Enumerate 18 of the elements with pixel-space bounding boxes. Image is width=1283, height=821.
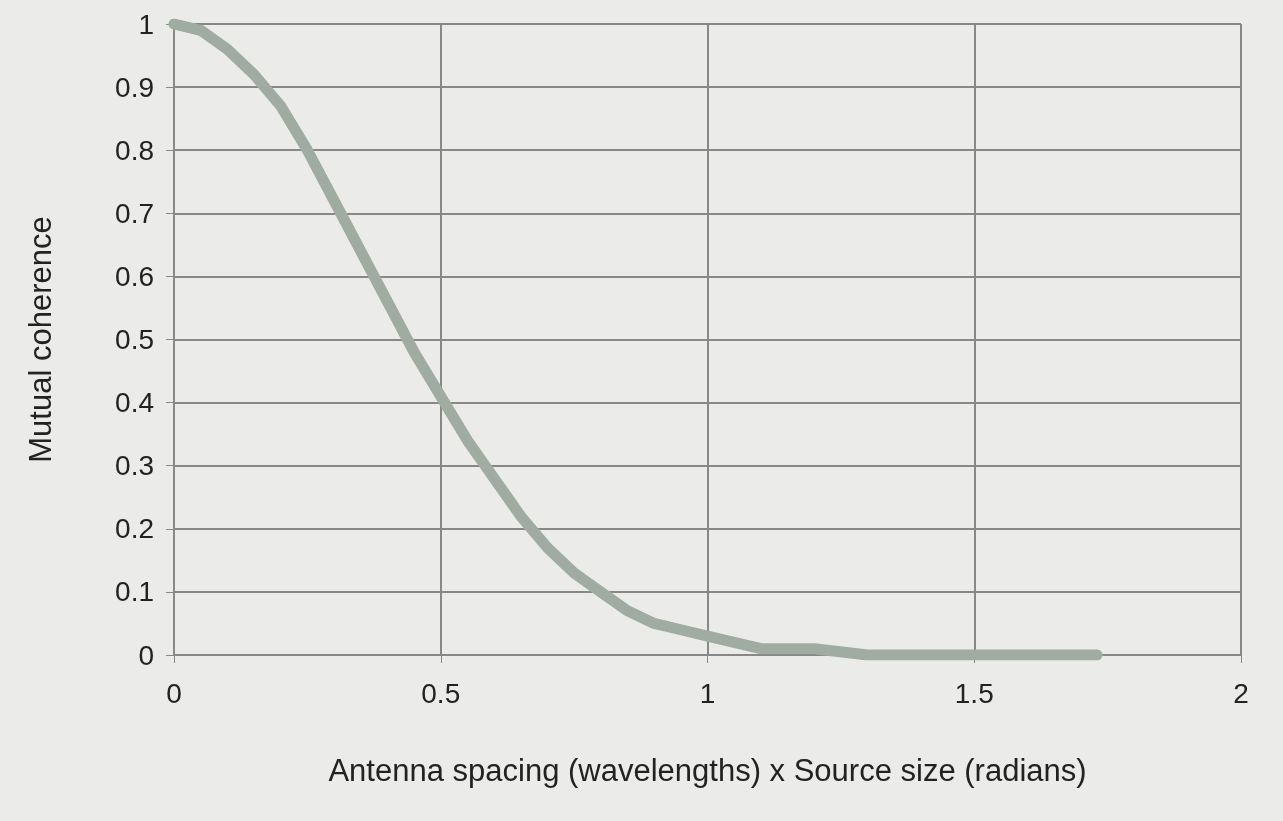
y-axis-title: Mutual coherence <box>23 216 58 463</box>
y-tick-label: 0.5 <box>115 324 154 355</box>
y-tick-label: 0.7 <box>115 197 154 229</box>
x-tick-label: 1.5 <box>954 677 994 709</box>
y-tick-label: 0.1 <box>115 576 154 608</box>
y-tick-label: 0.2 <box>115 513 154 545</box>
x-axis-title: Antenna spacing (wavelengths) x Source size (radians) <box>328 753 1087 788</box>
x-tick-label: 0.5 <box>421 677 461 709</box>
y-tick-label: 0.6 <box>115 260 154 292</box>
y-tick-label: 0.9 <box>115 71 154 103</box>
y-tick-label: 0.3 <box>115 450 154 482</box>
x-tick-label: 2 <box>1233 677 1249 709</box>
y-tick-label: 0 <box>138 639 154 671</box>
y-tick-label: 0.4 <box>115 387 154 419</box>
x-tick-label: 1 <box>699 677 716 709</box>
y-tick-label: 1 <box>138 8 154 40</box>
y-tick-label: 0.8 <box>115 134 154 166</box>
x-tick-label: 0 <box>166 677 182 709</box>
